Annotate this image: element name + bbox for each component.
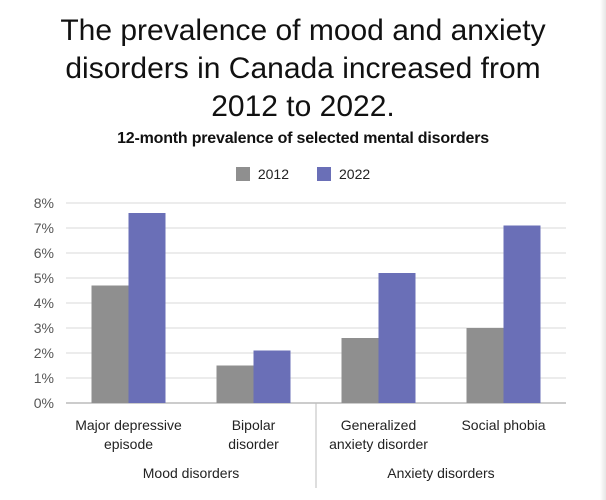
headline-line-3: 2012 to 2022. xyxy=(211,90,395,123)
legend-swatch-2022 xyxy=(317,167,331,181)
x-tick-label: Social phobia xyxy=(461,417,545,433)
bar-2012-3 xyxy=(466,328,504,403)
x-tick-label-line: anxiety disorder xyxy=(329,436,428,452)
legend: 2012 2022 xyxy=(0,166,606,182)
y-tick-label: 6% xyxy=(34,245,54,261)
y-tick-label: 7% xyxy=(34,220,54,236)
bar-2012-1 xyxy=(216,365,254,403)
legend-item-2022: 2022 xyxy=(317,166,370,182)
legend-label-2022: 2022 xyxy=(339,166,371,182)
legend-swatch-2012 xyxy=(235,167,250,181)
chart-title: 12-month prevalence of selected mental d… xyxy=(117,130,489,147)
page-edge-shadow xyxy=(600,0,606,500)
x-tick-label-line: disorder xyxy=(228,436,279,452)
x-tick-label: Generalized anxiety disorder xyxy=(329,417,428,452)
group-label: Anxiety disorders xyxy=(387,465,494,481)
bar-2022-2 xyxy=(378,273,416,403)
headline: The prevalence of mood and anxiety disor… xyxy=(0,12,606,126)
y-tick-label: 0% xyxy=(34,395,54,411)
y-tick-label: 5% xyxy=(34,270,54,286)
headline-line-1: The prevalence of mood and anxiety xyxy=(60,14,546,47)
bar-2022-1 xyxy=(253,350,291,403)
y-tick-label: 8% xyxy=(34,195,54,211)
y-tick-label: 4% xyxy=(34,295,54,311)
x-tick-label-line: episode xyxy=(104,436,153,452)
legend-item-2012: 2012 xyxy=(235,166,289,182)
y-tick-label: 2% xyxy=(34,345,54,361)
headline-line-2: disorders in Canada increased from xyxy=(65,52,541,85)
x-tick-label-line: Major depressive xyxy=(75,417,182,433)
x-tick-label-line: Bipolar xyxy=(232,417,276,433)
x-tick-label: Bipolar disorder xyxy=(228,417,279,452)
bar-2012-0 xyxy=(91,285,129,403)
y-tick-label: 3% xyxy=(34,320,54,336)
legend-label-2012: 2012 xyxy=(257,166,289,182)
bar-2022-0 xyxy=(128,213,166,403)
y-tick-label: 1% xyxy=(34,370,54,386)
x-tick-label-line: Generalized xyxy=(341,417,417,433)
x-tick-label-line: Social phobia xyxy=(461,417,545,433)
bar-2022-3 xyxy=(503,225,541,403)
group-label: Mood disorders xyxy=(143,465,240,481)
bar-2012-2 xyxy=(341,338,379,403)
x-tick-label: Major depressive episode xyxy=(75,417,182,452)
